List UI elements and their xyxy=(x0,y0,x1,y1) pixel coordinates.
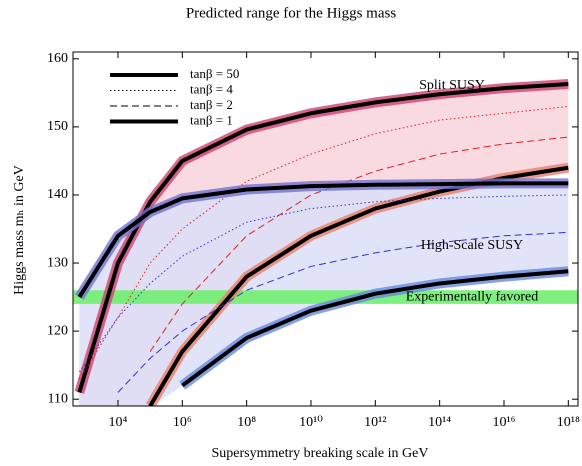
favored-band xyxy=(73,290,578,304)
x-tick-label: 10⁸ xyxy=(237,415,256,430)
y-tick-label: 110 xyxy=(48,391,68,406)
line xyxy=(77,181,569,299)
legend-label: tanβ = 4 xyxy=(190,81,233,96)
axes: 110 120 130 140 150 160 10⁴ 10⁶ 10⁸ 10¹⁰ 10¹² 10¹⁴ 1… xyxy=(47,51,580,430)
x-tick-label: 10¹⁰ xyxy=(299,415,323,430)
x-tick-label: 10⁶ xyxy=(173,415,192,430)
legend-label: tanβ = 2 xyxy=(190,97,233,112)
y-tick-label: 120 xyxy=(47,323,68,338)
y-tick-label: 160 xyxy=(47,51,68,66)
group-label: High-Scale SUSY xyxy=(421,238,523,253)
y-tick-label: 130 xyxy=(47,255,68,270)
x-tick-label: 10⁴ xyxy=(109,415,128,430)
legend-label: tanβ = 1 xyxy=(190,112,233,127)
chart-title: Predicted range for the Higgs mass xyxy=(186,5,397,21)
x-tick-label: 10¹⁸ xyxy=(557,415,580,430)
favored-label: Experimentally favored xyxy=(406,289,539,304)
x-axis-label: Supersymmetry breaking scale in GeV xyxy=(212,446,429,461)
x-tick-label: 10¹⁴ xyxy=(428,415,451,430)
line xyxy=(78,194,569,373)
x-tick-label: 10¹² xyxy=(364,415,386,430)
plot-frame xyxy=(72,51,579,407)
line xyxy=(181,269,569,388)
y-tick-label: 150 xyxy=(47,119,68,134)
line xyxy=(117,231,569,393)
lines xyxy=(74,79,570,406)
legend-label: tanβ = 50 xyxy=(190,66,239,81)
line xyxy=(78,105,569,380)
y-tick-label: 140 xyxy=(47,187,68,202)
x-tick-label: 10¹⁶ xyxy=(492,415,515,430)
y-axis-label: Higgs mass mₕ in GeV xyxy=(12,165,27,295)
line xyxy=(77,82,569,393)
group-label: Split SUSY xyxy=(419,78,485,93)
